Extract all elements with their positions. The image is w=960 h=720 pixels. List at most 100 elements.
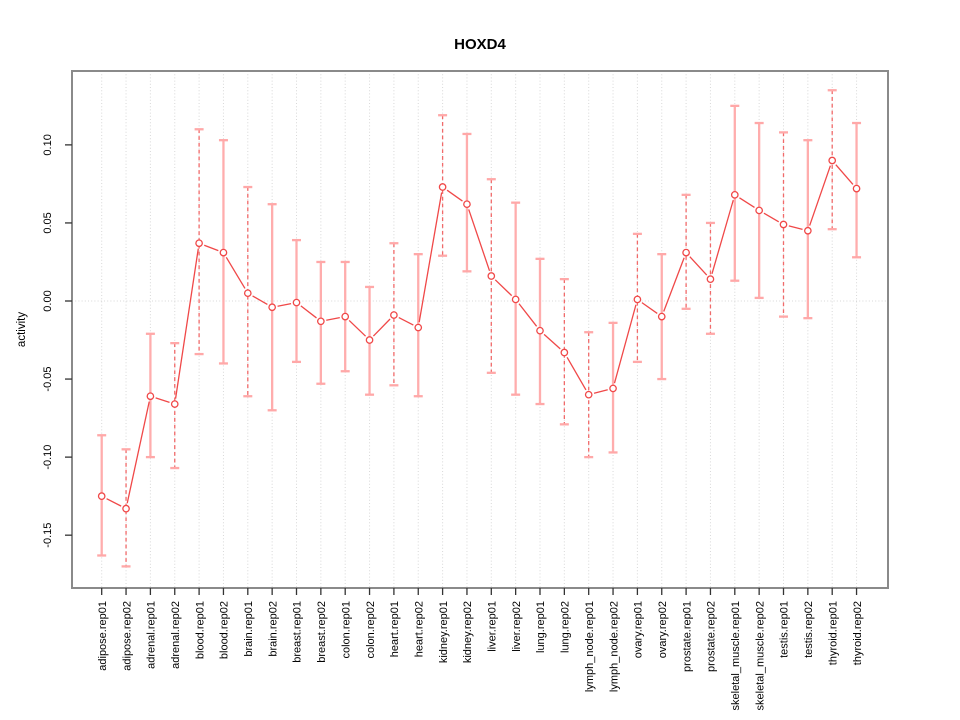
x-tick-label: skeletal_muscle.rep02 — [754, 601, 766, 710]
series-segment — [788, 225, 803, 231]
data-point — [316, 317, 325, 326]
y-axis-label: activity — [16, 312, 28, 347]
series-segment — [663, 257, 685, 312]
series-segment — [543, 333, 561, 350]
data-point — [292, 298, 301, 307]
series-segment — [689, 256, 708, 276]
series-segment — [348, 319, 367, 337]
series-segment — [446, 189, 463, 202]
data-point — [390, 311, 398, 319]
data-point — [438, 183, 447, 191]
x-tick-label: ovary.rep02 — [657, 601, 669, 658]
series-segment — [398, 316, 414, 326]
x-tick-label: brain.rep02 — [267, 601, 279, 657]
x-tick-label: adipose.rep02 — [121, 601, 133, 671]
y-tick-label: 0.00 — [42, 290, 54, 311]
plot-box-layer — [71, 70, 889, 589]
data-point — [609, 384, 617, 393]
series-segment — [174, 248, 199, 399]
x-tick-label: blood.rep02 — [219, 601, 231, 659]
series-segment — [252, 295, 268, 306]
x-tick-label: prostate.rep01 — [681, 601, 693, 672]
series-segment — [203, 244, 219, 252]
x-tick-label: liver.rep01 — [487, 601, 499, 652]
x-tick-label: breast.rep02 — [316, 601, 328, 663]
data-point — [414, 323, 423, 332]
data-point — [219, 248, 228, 257]
x-tick-label: adipose.rep01 — [97, 601, 109, 671]
series-segment — [494, 279, 513, 297]
x-tick-label: lymph_node.rep01 — [584, 601, 596, 692]
series-segment — [225, 256, 246, 289]
data-point — [268, 303, 276, 312]
data-point — [803, 226, 812, 235]
series-segment — [155, 397, 170, 403]
x-tick-label: brain.rep01 — [243, 601, 255, 657]
x-tick-label: lung.rep02 — [560, 601, 572, 653]
data-point — [536, 326, 544, 335]
data-point — [706, 275, 715, 283]
y-tick-label: -0.10 — [42, 445, 54, 470]
x-tick-label: liver.rep02 — [511, 601, 523, 652]
series-segment — [468, 209, 491, 272]
x-tick-label: adrenal.rep02 — [170, 601, 182, 669]
x-tick-label: thyroid.rep01 — [827, 601, 839, 665]
x-tick-label: kidney.rep01 — [438, 601, 450, 663]
x-tick-label: heart.rep01 — [389, 601, 401, 657]
series-segment — [372, 318, 391, 337]
data-point — [682, 248, 690, 257]
data-point — [487, 272, 496, 280]
series-segment — [763, 212, 780, 223]
x-tick-label: thyroid.rep02 — [852, 601, 864, 665]
data-point — [584, 390, 593, 399]
x-tick-label: ovary.rep01 — [633, 601, 645, 658]
x-tick-label: lymph_node.rep02 — [608, 601, 620, 692]
series-segment — [835, 164, 854, 185]
data-point — [511, 295, 520, 304]
data-point — [170, 400, 179, 408]
x-tick-label: lung.rep01 — [535, 601, 547, 653]
plot-box — [71, 70, 889, 589]
series-segment — [126, 401, 150, 504]
series-segment — [326, 317, 340, 321]
x-tick-label: breast.rep01 — [292, 601, 304, 663]
series-segment — [641, 302, 658, 314]
x-tick-label: prostate.rep02 — [706, 601, 718, 672]
series-segment — [518, 303, 538, 327]
data-points-layer — [97, 156, 861, 513]
data-point — [755, 206, 764, 215]
data-point — [243, 289, 252, 298]
data-point — [852, 184, 861, 193]
grid-layer — [72, 71, 888, 588]
data-point — [779, 220, 788, 229]
y-tick-label: -0.15 — [42, 523, 54, 548]
x-tick-label: testis.rep02 — [803, 601, 815, 658]
series-segment — [566, 356, 587, 391]
data-point — [195, 239, 203, 248]
x-tick-label: adrenal.rep01 — [146, 601, 158, 669]
series-segment — [809, 165, 832, 226]
x-tick-label: colon.rep01 — [340, 601, 352, 659]
data-point — [730, 190, 739, 199]
series-segment — [711, 199, 734, 275]
data-point — [97, 492, 106, 500]
y-tick-label: 0.10 — [42, 134, 54, 155]
x-tick-label: colon.rep02 — [365, 601, 377, 659]
series-line-layer — [106, 164, 854, 507]
y-tick-label: 0.05 — [42, 212, 54, 233]
chart-title: HOXD4 — [454, 36, 506, 53]
x-tick-label: testis.rep01 — [779, 601, 791, 658]
x-tick-label: heart.rep02 — [413, 601, 425, 657]
data-point — [828, 156, 837, 165]
series-segment — [593, 389, 608, 394]
data-point — [146, 392, 155, 401]
error-bars-layer — [97, 89, 862, 568]
x-tick-label: blood.rep01 — [194, 601, 206, 659]
data-point — [657, 312, 666, 321]
x-tick-label: skeletal_muscle.rep01 — [730, 601, 742, 710]
series-segment — [613, 304, 637, 384]
data-point — [560, 348, 569, 357]
data-point — [122, 504, 130, 513]
data-point — [633, 295, 642, 304]
